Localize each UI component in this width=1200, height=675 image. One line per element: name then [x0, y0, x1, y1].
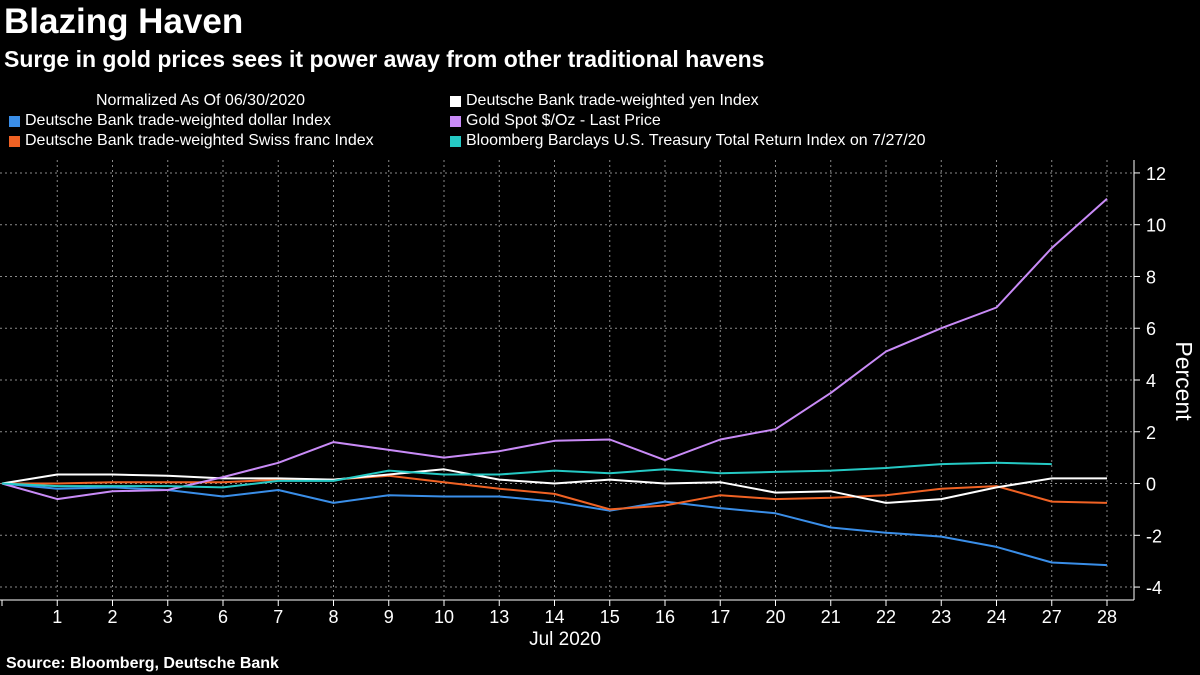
chart-title: Blazing Haven	[4, 2, 244, 41]
x-tick-label: 15	[600, 607, 620, 627]
x-tick-label: 27	[1042, 607, 1062, 627]
legend-swatch-swiss-franc	[9, 135, 20, 147]
legend-label-yen: Deutsche Bank trade-weighted yen Index	[466, 92, 759, 109]
series-line-1	[2, 474, 1108, 511]
legend-label-treasury: Bloomberg Barclays U.S. Treasury Total R…	[466, 132, 926, 149]
legend-swatch-yen	[450, 95, 461, 107]
x-tick-label: 8	[328, 607, 338, 627]
x-axis-label: Jul 2020	[529, 629, 601, 650]
x-tick-label: 23	[931, 607, 951, 627]
x-tick-label: 20	[765, 607, 785, 627]
x-tick-label: 28	[1097, 607, 1117, 627]
legend-normalization-note: Normalized As Of 06/30/2020	[96, 92, 306, 109]
y-tick-label: 10	[1146, 216, 1166, 236]
legend-label-gold: Gold Spot $/Oz - Last Price	[466, 112, 661, 129]
x-tick-label: 21	[821, 607, 841, 627]
source-note: Source: Bloomberg, Deutsche Bank	[6, 655, 279, 672]
x-tick-label: 24	[986, 607, 1006, 627]
x-tick-label: 10	[434, 607, 454, 627]
x-tick-label: 13	[489, 607, 509, 627]
x-tick-label: 2	[107, 607, 117, 627]
chart-subtitle: Surge in gold prices sees it power away …	[4, 46, 765, 72]
legend-item-dollar: Deutsche Bank trade-weighted dollar Inde…	[9, 111, 331, 131]
x-tick-label: 22	[876, 607, 896, 627]
series-line-4	[1, 461, 1052, 489]
x-tick-label: 14	[544, 607, 564, 627]
x-tick-label: 1	[52, 607, 62, 627]
y-tick-label: 2	[1146, 423, 1156, 443]
x-tick-label: 16	[655, 607, 675, 627]
legend-item-treasury: Bloomberg Barclays U.S. Treasury Total R…	[450, 131, 926, 151]
y-tick-label: 8	[1146, 267, 1156, 287]
legend-label-swiss-franc: Deutsche Bank trade-weighted Swiss franc…	[25, 132, 374, 149]
x-tick-label: 7	[273, 607, 283, 627]
legend-item-yen: Deutsche Bank trade-weighted yen Index	[450, 91, 759, 111]
y-tick-label: -2	[1146, 526, 1162, 546]
y-tick-label: 12	[1146, 164, 1166, 184]
x-tick-label: 17	[710, 607, 730, 627]
legend-swatch-gold	[450, 115, 461, 127]
legend-swatch-treasury	[450, 135, 461, 147]
series-line-3	[1, 198, 1108, 501]
legend-swatch-dollar	[9, 115, 20, 127]
y-tick-label: 6	[1146, 319, 1156, 339]
y-axis-label: Percent	[1171, 341, 1197, 421]
legend-item-gold: Gold Spot $/Oz - Last Price	[450, 111, 661, 131]
x-tick-label: 9	[384, 607, 394, 627]
y-tick-label: 4	[1146, 371, 1156, 391]
legend-label-dollar: Deutsche Bank trade-weighted dollar Inde…	[25, 112, 331, 129]
y-tick-label: 0	[1146, 475, 1156, 495]
y-tick-label: -4	[1146, 578, 1162, 598]
series-line-2	[1, 468, 1107, 504]
legend-item-swiss-franc: Deutsche Bank trade-weighted Swiss franc…	[9, 131, 374, 151]
x-tick-label: 3	[163, 607, 173, 627]
x-tick-label: 6	[218, 607, 228, 627]
series-line-0	[1, 482, 1108, 567]
